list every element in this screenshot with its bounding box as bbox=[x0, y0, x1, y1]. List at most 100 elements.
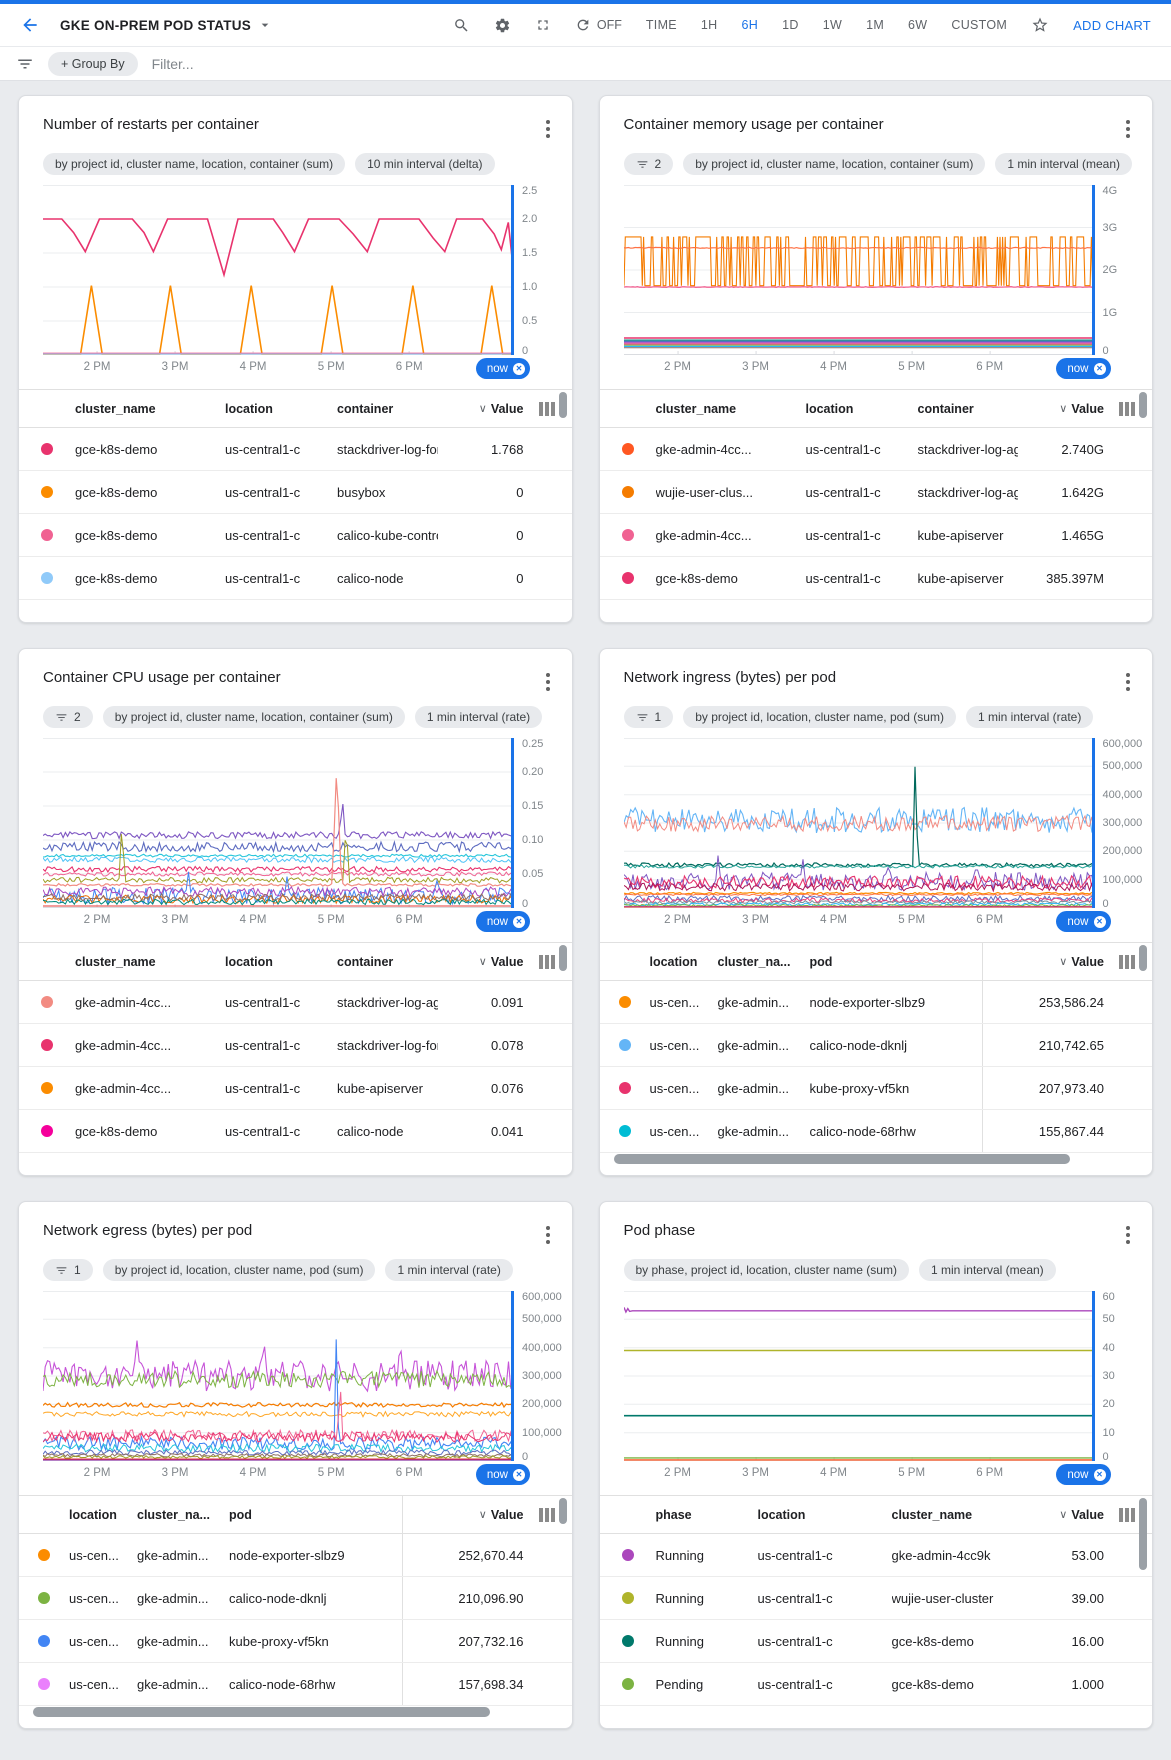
time-button[interactable]: TIME bbox=[645, 18, 677, 32]
column-header[interactable]: pod bbox=[809, 954, 833, 969]
now-badge[interactable]: now ✕ bbox=[475, 1464, 530, 1485]
close-icon[interactable]: ✕ bbox=[1093, 362, 1106, 375]
column-header[interactable]: cluster_name bbox=[655, 401, 737, 416]
legend-row[interactable]: gce-k8s-demo us-central1-c calico-node 0.04… bbox=[19, 1110, 572, 1153]
column-header[interactable]: cluster_na... bbox=[717, 954, 791, 969]
value-column-header[interactable]: ∨ Value bbox=[438, 390, 530, 427]
legend-row[interactable]: gce-k8s-demo us-central1-c calico-kube-con… bbox=[19, 514, 572, 557]
aggregation-chip[interactable]: by project id, cluster name, location, c… bbox=[102, 706, 405, 728]
aggregation-chip[interactable]: by project id, location, cluster name, p… bbox=[683, 706, 956, 728]
aggregation-chip[interactable]: 1 min interval (rate) bbox=[414, 706, 543, 728]
chart-plot[interactable] bbox=[43, 185, 514, 355]
filter-count-chip[interactable]: 1 bbox=[623, 706, 674, 728]
close-icon[interactable]: ✕ bbox=[1093, 1468, 1106, 1481]
value-column-header[interactable]: ∨ Value bbox=[1012, 1496, 1110, 1533]
column-settings-button[interactable] bbox=[1110, 390, 1152, 427]
table-vertical-scrollbar[interactable] bbox=[1139, 392, 1147, 418]
table-horizontal-scrollbar[interactable] bbox=[33, 1707, 490, 1717]
column-header[interactable]: location bbox=[225, 401, 273, 416]
chart-plot[interactable] bbox=[623, 738, 1095, 908]
more-options-button[interactable] bbox=[1120, 669, 1136, 695]
table-vertical-scrollbar[interactable] bbox=[558, 945, 567, 971]
aggregation-chip[interactable]: by project id, cluster name, location, c… bbox=[683, 153, 986, 175]
legend-row[interactable]: us-cen... gke-admin... kube-proxy-vf5kn 207… bbox=[599, 1067, 1152, 1110]
more-options-button[interactable] bbox=[540, 669, 556, 695]
legend-row[interactable]: gke-admin-4cc... us-central1-c kube-apiser… bbox=[19, 1067, 572, 1110]
legend-row[interactable]: Running us-central1-c wujie-user-cluster 39… bbox=[599, 1577, 1152, 1620]
aggregation-chip[interactable]: 1 min interval (rate) bbox=[385, 1259, 513, 1281]
time-range-1m[interactable]: 1M bbox=[866, 18, 885, 32]
column-settings-button[interactable] bbox=[530, 390, 572, 427]
column-header[interactable]: location bbox=[805, 401, 854, 416]
value-column-header[interactable]: ∨ Value bbox=[438, 943, 530, 980]
more-options-button[interactable] bbox=[1120, 1222, 1136, 1248]
legend-row[interactable]: us-cen... gke-admin... calico-node-68rhw 15… bbox=[599, 1110, 1152, 1153]
settings-button[interactable] bbox=[494, 17, 511, 34]
filter-count-chip[interactable]: 1 bbox=[43, 1259, 93, 1281]
aggregation-chip[interactable]: 1 min interval (mean) bbox=[918, 1259, 1056, 1281]
column-header[interactable]: pod bbox=[229, 1507, 252, 1522]
more-options-button[interactable] bbox=[540, 1222, 556, 1248]
legend-row[interactable]: Running us-central1-c gke-admin-4cc9k 53.00 bbox=[599, 1534, 1152, 1577]
back-button[interactable] bbox=[20, 15, 40, 35]
column-header[interactable]: location bbox=[225, 954, 273, 969]
column-header[interactable]: phase bbox=[655, 1507, 692, 1522]
time-range-1d[interactable]: 1D bbox=[782, 18, 799, 32]
now-badge[interactable]: now ✕ bbox=[1056, 1464, 1111, 1485]
filter-count-chip[interactable]: 2 bbox=[43, 706, 93, 728]
now-badge[interactable]: now ✕ bbox=[475, 358, 530, 379]
column-header[interactable]: cluster_name bbox=[891, 1507, 973, 1522]
legend-row[interactable]: us-cen... gke-admin... calico-node-68rhw 15… bbox=[19, 1663, 572, 1706]
chart-plot[interactable] bbox=[43, 738, 514, 908]
close-icon[interactable]: ✕ bbox=[513, 1468, 525, 1481]
legend-row[interactable]: gke-admin-4cc... us-central1-c kube-apiser… bbox=[599, 514, 1152, 557]
aggregation-chip[interactable]: 1 min interval (mean) bbox=[995, 153, 1133, 175]
column-header[interactable]: location bbox=[69, 1507, 117, 1522]
legend-row[interactable]: gke-admin-4cc... us-central1-c stackdriver… bbox=[19, 981, 572, 1024]
aggregation-chip[interactable]: by project id, cluster name, location, c… bbox=[43, 153, 346, 175]
legend-row[interactable]: gce-k8s-demo us-central1-c stackdriver-log… bbox=[19, 428, 572, 471]
time-range-1w[interactable]: 1W bbox=[822, 18, 843, 32]
filter-input[interactable] bbox=[151, 55, 1155, 72]
legend-row[interactable]: us-cen... gke-admin... node-exporter-slbz9… bbox=[19, 1534, 572, 1577]
value-column-header[interactable]: ∨ Value bbox=[401, 1496, 530, 1533]
close-icon[interactable]: ✕ bbox=[1093, 915, 1106, 928]
favorite-button[interactable] bbox=[1031, 16, 1049, 34]
legend-row[interactable]: us-cen... gke-admin... node-exporter-slbz9… bbox=[599, 981, 1152, 1024]
now-badge[interactable]: now ✕ bbox=[1056, 911, 1111, 932]
aggregation-chip[interactable]: by project id, location, cluster name, p… bbox=[102, 1259, 376, 1281]
value-column-header[interactable]: ∨ Value bbox=[982, 943, 1110, 980]
now-badge[interactable]: now ✕ bbox=[1056, 358, 1111, 379]
legend-row[interactable]: wujie-user-clus... us-central1-c stackdriv… bbox=[599, 471, 1152, 514]
legend-row[interactable]: gke-admin-4cc... us-central1-c stackdriver… bbox=[19, 1024, 572, 1067]
column-settings-button[interactable] bbox=[530, 943, 572, 980]
time-range-6w[interactable]: 6W bbox=[908, 18, 928, 32]
column-header[interactable]: cluster_name bbox=[75, 401, 156, 416]
legend-row[interactable]: Pending us-central1-c gce-k8s-demo 1.000 bbox=[599, 1663, 1152, 1706]
search-button[interactable] bbox=[453, 17, 470, 34]
column-header[interactable]: container bbox=[337, 954, 394, 969]
table-horizontal-scrollbar[interactable] bbox=[613, 1154, 1070, 1164]
value-column-header[interactable]: ∨ Value bbox=[1018, 390, 1110, 427]
more-options-button[interactable] bbox=[540, 116, 556, 142]
column-settings-button[interactable] bbox=[1110, 943, 1152, 980]
more-options-button[interactable] bbox=[1120, 116, 1136, 142]
column-header[interactable]: container bbox=[917, 401, 974, 416]
fullscreen-button[interactable] bbox=[535, 17, 551, 33]
filter-list-button[interactable] bbox=[16, 55, 34, 73]
column-header[interactable]: cluster_na... bbox=[137, 1507, 210, 1522]
column-header[interactable]: location bbox=[649, 954, 698, 969]
column-settings-button[interactable] bbox=[1110, 1496, 1152, 1533]
legend-row[interactable]: us-cen... gke-admin... calico-node-dknlj 21… bbox=[19, 1577, 572, 1620]
now-badge[interactable]: now ✕ bbox=[475, 911, 530, 932]
time-range-1h[interactable]: 1H bbox=[700, 18, 718, 32]
chart-plot[interactable] bbox=[43, 1291, 514, 1461]
aggregation-chip[interactable]: 10 min interval (delta) bbox=[355, 153, 495, 175]
dashboard-title[interactable]: GKE ON-PREM POD STATUS bbox=[60, 17, 273, 33]
auto-refresh-toggle[interactable]: OFF bbox=[575, 17, 622, 33]
legend-row[interactable]: Running us-central1-c gce-k8s-demo 16.00 bbox=[599, 1620, 1152, 1663]
aggregation-chip[interactable]: by phase, project id, location, cluster … bbox=[623, 1259, 909, 1281]
chart-plot[interactable] bbox=[623, 185, 1095, 355]
group-by-chip[interactable]: + Group By bbox=[48, 51, 138, 76]
close-icon[interactable]: ✕ bbox=[513, 915, 525, 928]
